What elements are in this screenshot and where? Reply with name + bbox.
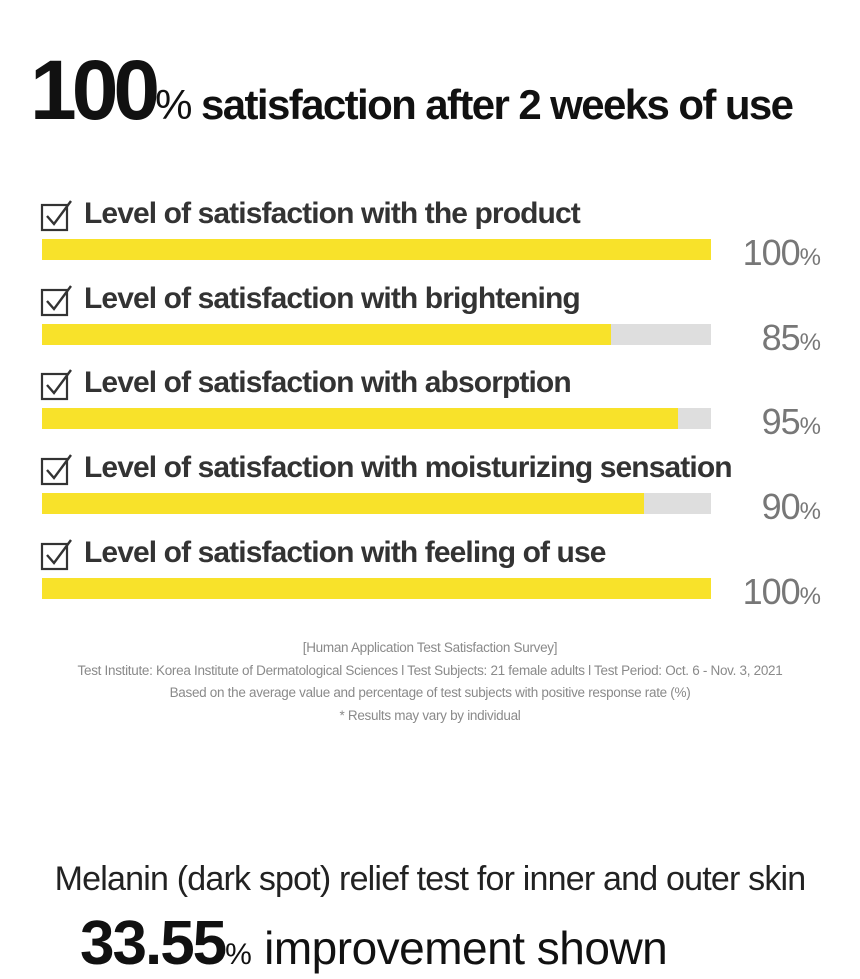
bar-row: Level of satisfaction with absorption 95%: [40, 366, 830, 440]
value-number: 100: [742, 232, 801, 273]
value-number: 100: [742, 570, 801, 612]
value-label: 85%: [761, 316, 821, 361]
category-label: Level of satisfaction with moisturizing …: [84, 451, 733, 485]
improvement-percent: %: [225, 938, 252, 971]
checkbox-checked-icon: [40, 539, 72, 570]
headline-percent: %: [155, 81, 192, 128]
value-number: 85: [761, 316, 801, 358]
survey-notes: [Human Application Test Satisfaction Sur…: [0, 637, 860, 727]
bar-track: [42, 408, 711, 430]
value-unit: %: [799, 582, 821, 610]
category-label: Level of satisfaction with the product: [84, 197, 581, 230]
bar-row: Level of satisfaction with moisturizing …: [40, 451, 830, 525]
bar-row: Level of satisfaction with brightening 85…: [40, 281, 830, 356]
value-unit: %: [799, 498, 821, 526]
value-number: 95: [761, 401, 801, 443]
value-unit: %: [799, 244, 821, 271]
value-label: 100%: [742, 232, 821, 276]
checkbox-checked-icon: [40, 200, 72, 232]
headline-rest: satisfaction after 2 weeks of use: [190, 81, 794, 128]
value-number: 90: [761, 486, 801, 528]
note-disclaimer: * Results may vary by individual: [339, 707, 521, 723]
note-test-details: Test Institute: Korea Institute of Derma…: [77, 662, 783, 678]
bar-fill: [42, 239, 711, 260]
category-label: Level of satisfaction with absorption: [84, 366, 572, 400]
melanin-test-title: Melanin (dark spot) relief test for inne…: [54, 860, 807, 898]
bar-fill: [42, 493, 645, 515]
value-label: 95%: [761, 401, 821, 445]
bar-fill: [42, 408, 678, 430]
value-label: 100%: [742, 570, 821, 615]
checkbox-checked-icon: [40, 454, 72, 486]
improvement-number: 33.55: [80, 909, 227, 978]
category-label: Level of satisfaction with feeling of us…: [84, 535, 606, 569]
improvement-headline: 33.55% improvement shown: [80, 908, 668, 979]
bar-fill: [42, 323, 611, 345]
note-basis: Based on the average value and percentag…: [169, 685, 691, 700]
value-unit: %: [799, 328, 821, 356]
value-unit: %: [799, 413, 821, 441]
note-survey-title: [Human Application Test Satisfaction Sur…: [302, 640, 558, 655]
improvement-text: improvement shown: [251, 922, 668, 974]
headline-text: % satisfaction after 2 weeks of use: [155, 81, 794, 128]
category-label: Level of satisfaction with brightening: [84, 281, 581, 315]
headline-number: 100: [30, 43, 160, 137]
checkbox-checked-icon: [40, 369, 72, 401]
bar-fill: [42, 577, 711, 599]
bar-row: Level of satisfaction with feeling of us…: [40, 535, 830, 610]
bar-row: Level of satisfaction with the product 10…: [40, 197, 830, 271]
value-label: 90%: [761, 486, 821, 530]
bar-track: [42, 323, 711, 345]
page-headline: 100% satisfaction after 2 weeks of use: [30, 42, 794, 139]
bar-track: [42, 493, 711, 515]
bar-track: [42, 577, 711, 599]
bar-track: [42, 239, 711, 260]
checkbox-checked-icon: [40, 284, 72, 316]
